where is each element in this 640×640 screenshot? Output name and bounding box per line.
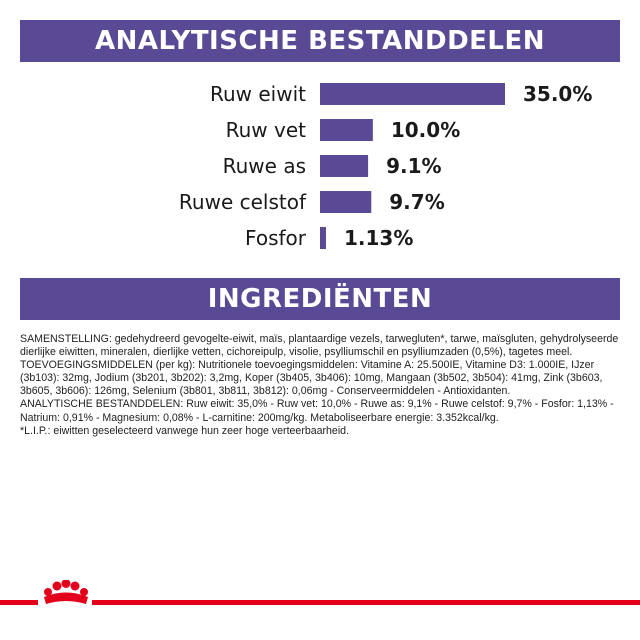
bar	[320, 191, 372, 213]
bar-label: Ruw vet	[226, 118, 307, 142]
bar	[320, 83, 505, 105]
ingredients-title: INGREDIËNTEN	[207, 284, 433, 314]
royal-canin-crown-icon	[44, 580, 88, 604]
lip-footnote: *L.I.P.: eiwitten geselecteerd vanwege h…	[20, 424, 350, 437]
ingredients-banner: INGREDIËNTEN	[20, 278, 620, 320]
footer-red-line	[92, 600, 640, 605]
nutrient-bar-chart: Ruw eiwit 35.0% Ruw vet 10.0% Ruwe as 9.1% Ruw…	[179, 82, 592, 250]
analytical-constituents-title: ANALYTISCHE BESTANDDELEN	[94, 26, 546, 56]
ingredients-text: SAMENSTELLING: gedehydreerd gevogelte-ei…	[20, 333, 624, 438]
bar-label: Ruw eiwit	[210, 82, 306, 106]
footer-red-line-left	[0, 600, 38, 605]
bar-label: Fosfor	[245, 226, 307, 250]
bar-label: Ruwe celstof	[179, 190, 307, 214]
composition-paragraph: SAMENSTELLING: gedehydreerd gevogelte-ei…	[20, 333, 619, 359]
bar-label: Ruwe as	[223, 154, 306, 178]
additives-paragraph: TOEVOEGINGSMIDDELEN (per kg): Nutritione…	[20, 359, 603, 398]
bar-value-label: 1.13%	[344, 226, 413, 250]
bar-value-label: 35.0%	[523, 82, 592, 106]
bar	[320, 155, 369, 177]
bar-value-label: 9.1%	[386, 154, 441, 178]
bar	[320, 119, 373, 141]
bar-value-label: 10.0%	[391, 118, 460, 142]
analytical-paragraph: ANALYTISCHE BESTANDDELEN: Ruw eiwit: 35,…	[20, 398, 614, 424]
bar	[320, 227, 326, 249]
analytical-constituents-banner: ANALYTISCHE BESTANDDELEN	[20, 20, 620, 62]
bar-value-label: 9.7%	[389, 190, 444, 214]
